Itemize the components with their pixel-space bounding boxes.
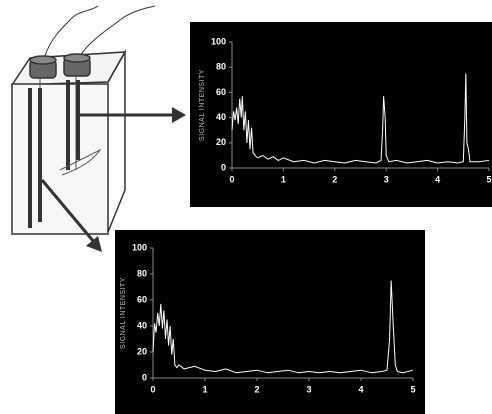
x-tick-label: 2 [254, 384, 259, 394]
y-tick-label: 80 [137, 268, 147, 278]
probe-rod [28, 88, 42, 228]
y-axis-label: SIGNAL INTENSITY [199, 69, 206, 141]
chart-panel [190, 22, 492, 207]
tank-side [107, 49, 126, 233]
y-tick-label: 40 [216, 112, 226, 122]
x-tick-label: 5 [410, 384, 415, 394]
x-tick-label: 0 [150, 384, 155, 394]
x-tick-label: 4 [435, 174, 440, 184]
x-tick-label: 3 [384, 174, 389, 184]
y-tick-label: 0 [221, 162, 226, 172]
y-tick-label: 100 [211, 36, 226, 46]
y-axis-label: SIGNAL INTENSITY [120, 277, 127, 349]
y-tick-label: 100 [132, 242, 147, 252]
y-tick-label: 20 [137, 346, 147, 356]
y-tick-label: 60 [216, 87, 226, 97]
y-tick-label: 0 [142, 372, 147, 382]
signal-line [152, 280, 414, 374]
y-tick-label: 60 [137, 294, 147, 304]
signal-line [231, 73, 490, 164]
probe-rod [66, 80, 80, 170]
arrow-head [172, 107, 186, 123]
probe-cap-top [63, 53, 91, 63]
arrow [40, 179, 96, 243]
x-tick-label: 1 [202, 384, 207, 394]
wire [79, 5, 156, 57]
x-tick-label: 3 [306, 384, 311, 394]
x-tick-label: 0 [229, 174, 234, 184]
y-tick-label: 20 [216, 137, 226, 147]
tank-diagram [10, 5, 156, 235]
y-tick-label: 80 [216, 62, 226, 72]
arrows [40, 107, 186, 252]
arrow-head [86, 236, 102, 252]
wire [44, 5, 99, 57]
y-tick-label: 40 [137, 320, 147, 330]
x-tick-label: 4 [358, 384, 363, 394]
tank-front [11, 83, 109, 235]
x-tick-label: 2 [332, 174, 337, 184]
sample [59, 148, 102, 176]
x-tick-label: 1 [281, 174, 286, 184]
probe-cap-top [29, 55, 57, 65]
x-tick-label: 5 [486, 174, 491, 184]
